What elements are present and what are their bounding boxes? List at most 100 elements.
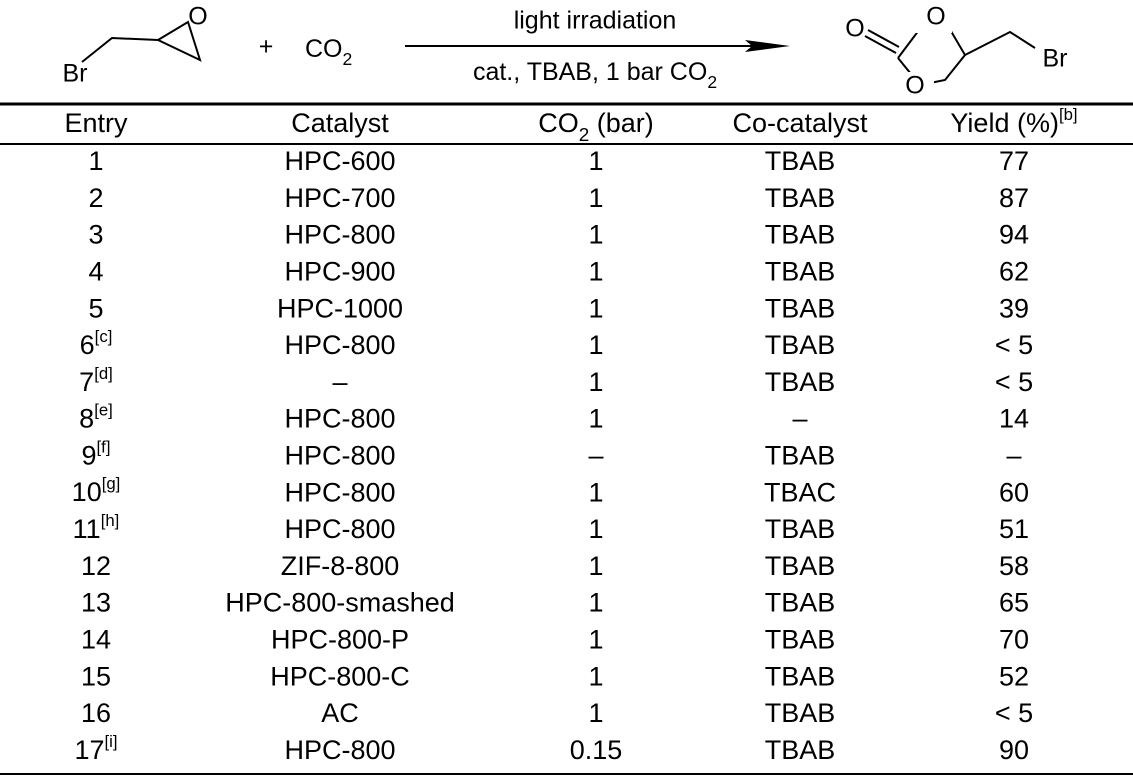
table-cell: TBAB xyxy=(765,625,836,655)
table-cell: 4 xyxy=(88,257,103,287)
table-cell: 3 xyxy=(88,220,103,250)
subscript: 2 xyxy=(707,72,717,92)
table-cell: HPC-700 xyxy=(284,183,395,213)
table-cell: 1 xyxy=(588,698,603,728)
subscript: 2 xyxy=(579,125,590,146)
table-cell: 62 xyxy=(999,257,1029,287)
table-cell: 1 xyxy=(588,220,603,250)
subscript: 2 xyxy=(343,49,353,69)
superscript: [f] xyxy=(97,437,111,456)
table-cell: – xyxy=(792,404,807,434)
table-cell: 60 xyxy=(999,477,1029,507)
table-cell: HPC-1000 xyxy=(277,293,403,323)
table-cell: TBAB xyxy=(765,551,836,581)
table-cell: HPC-800-C xyxy=(270,661,410,691)
table-cell: 0.15 xyxy=(570,735,623,765)
table-cell: 1 xyxy=(588,588,603,618)
table-cell: 1 xyxy=(88,146,103,176)
table-cell: – xyxy=(1006,441,1021,471)
superscript: [c] xyxy=(95,327,113,346)
table-cell: 1 xyxy=(588,404,603,434)
text: Catalyst xyxy=(291,108,389,138)
text: (bar) xyxy=(589,108,654,138)
header-cell: Co-catalyst xyxy=(732,108,868,138)
table-cell: 10[g] xyxy=(72,474,121,507)
table-cell: 1 xyxy=(588,293,603,323)
table-cell: 39 xyxy=(999,293,1029,323)
table-cell: 1 xyxy=(588,625,603,655)
text: 17 xyxy=(74,735,104,765)
table-cell: TBAB xyxy=(765,735,836,765)
atom-label: O xyxy=(905,72,924,100)
table-cell: 14 xyxy=(999,404,1029,434)
table-cell: TBAB xyxy=(765,183,836,213)
atom-label: O xyxy=(926,3,945,31)
reaction-scheme: Br O + CO2 light irradiation cat., TBAB,… xyxy=(63,3,1068,100)
table-cell: 1 xyxy=(588,330,603,360)
table-cell: 77 xyxy=(999,146,1029,176)
table-cell: HPC-800 xyxy=(284,735,395,765)
arrow-head xyxy=(745,40,790,52)
table-cell: HPC-800 xyxy=(284,441,395,471)
table-cell: < 5 xyxy=(995,698,1033,728)
text: CO xyxy=(305,35,343,63)
table-cell: 90 xyxy=(999,735,1029,765)
table-cell: 1 xyxy=(588,551,603,581)
table-cell: TBAB xyxy=(765,220,836,250)
table-cell: 1 xyxy=(588,183,603,213)
table-cell: – xyxy=(588,441,603,471)
header-cell: Yield (%)[b] xyxy=(950,105,1077,138)
text: 11 xyxy=(73,514,101,544)
arrow-bottom-label: cat., TBAB, 1 bar CO2 xyxy=(473,58,717,92)
table-cell: 87 xyxy=(999,183,1029,213)
text: Co-catalyst xyxy=(732,108,868,138)
table-cell: HPC-800 xyxy=(284,477,395,507)
superscript: [h] xyxy=(101,511,120,530)
table-cell: TBAB xyxy=(765,146,836,176)
side-chain xyxy=(964,30,1036,56)
table-cell: AC xyxy=(321,698,359,728)
table-cell: < 5 xyxy=(995,367,1033,397)
co2-label: CO2 xyxy=(305,35,352,69)
text: 9 xyxy=(82,441,97,471)
label-mask xyxy=(912,5,952,33)
atom-label: Br xyxy=(1043,45,1068,73)
table-cell: HPC-600 xyxy=(284,146,395,176)
header-cell: CO2 (bar) xyxy=(538,108,654,145)
text: 10 xyxy=(72,477,102,507)
table-cell: TBAB xyxy=(765,514,836,544)
superscript: [d] xyxy=(94,364,113,383)
text: 7 xyxy=(79,367,94,397)
header-cell: Catalyst xyxy=(291,108,389,138)
table-cell: 1 xyxy=(588,146,603,176)
table-cell: TBAB xyxy=(765,293,836,323)
table-cell: 52 xyxy=(999,661,1029,691)
table-cell: 6[c] xyxy=(80,327,113,360)
carbonyl-bond xyxy=(864,35,897,54)
table-cell: 16 xyxy=(81,698,111,728)
table-cell: TBAB xyxy=(765,441,836,471)
atom-label: O xyxy=(188,3,207,31)
table-cell: 8[e] xyxy=(79,401,113,434)
table-cell: TBAB xyxy=(765,588,836,618)
arrow-top-label: light irradiation xyxy=(514,7,677,35)
table-cell: 12 xyxy=(81,551,111,581)
table: Entry Catalyst CO2 (bar) Co-catalyst Yield (… xyxy=(64,105,1077,765)
table-cell: TBAB xyxy=(765,698,836,728)
plus: + xyxy=(259,33,274,61)
text: Entry xyxy=(64,108,128,138)
table-cell: 1 xyxy=(588,661,603,691)
table-cell: 5 xyxy=(88,293,103,323)
text: 8 xyxy=(79,404,94,434)
carbonyl-bond xyxy=(867,29,900,48)
table-cell: 7[d] xyxy=(79,364,113,397)
table-cell: 11[h] xyxy=(73,511,120,544)
table-cell: 9[f] xyxy=(82,437,111,470)
table-cell: HPC-800 xyxy=(284,514,395,544)
table-cell: TBAB xyxy=(765,330,836,360)
table-cell: – xyxy=(332,367,347,397)
table-cell: ZIF-8-800 xyxy=(281,551,400,581)
table-cell: HPC-800-P xyxy=(271,625,409,655)
table-cell: 2 xyxy=(88,183,103,213)
